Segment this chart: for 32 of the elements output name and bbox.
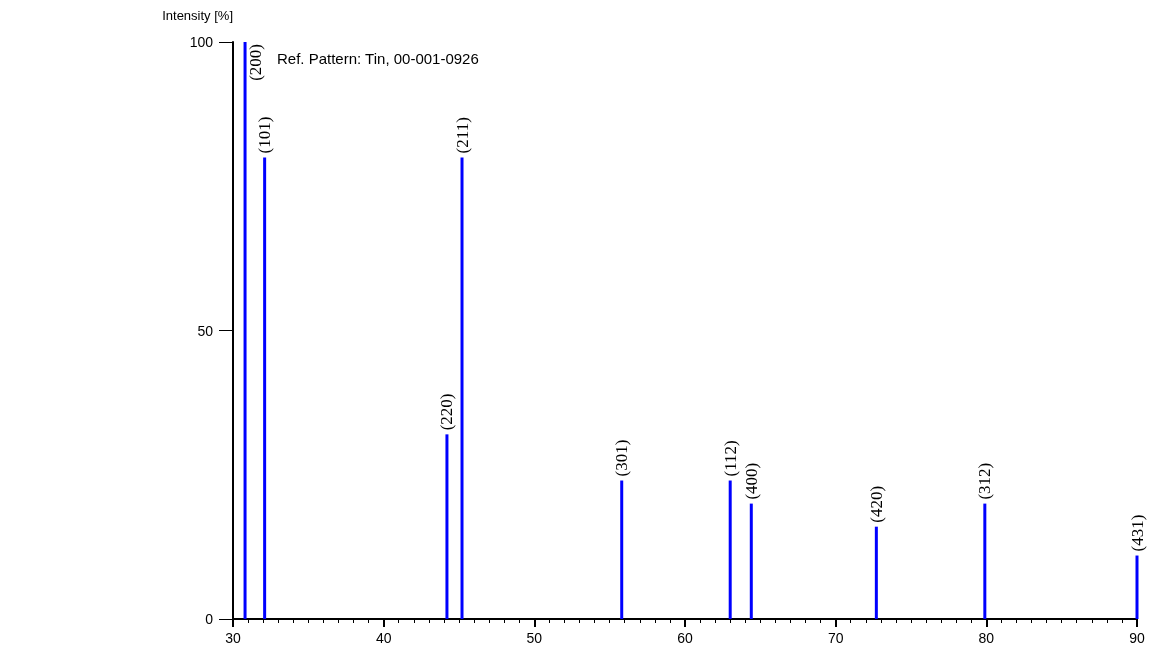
x-tick-label: 60 xyxy=(677,630,693,646)
annotation: (312) xyxy=(975,462,995,500)
bar xyxy=(243,42,247,619)
annotation: (431) xyxy=(1127,514,1147,552)
annotation: (400) xyxy=(741,462,761,500)
bar xyxy=(983,503,987,619)
annotation: (112) xyxy=(720,440,740,477)
y-axis-title: Intensity [%] xyxy=(162,8,233,23)
x-tick-label: 50 xyxy=(526,630,543,646)
y-tick-label: 100 xyxy=(189,34,214,50)
y-tick-label: 50 xyxy=(197,322,214,339)
x-tick-label: 40 xyxy=(375,630,392,646)
x-tick-label: 30 xyxy=(225,630,241,646)
annotation: (200) xyxy=(246,44,266,81)
bar xyxy=(749,503,753,619)
annotation: (220) xyxy=(437,393,457,431)
bar xyxy=(445,434,449,619)
x-tick-label: 80 xyxy=(978,630,995,646)
bar xyxy=(1135,555,1139,619)
annotation: (101) xyxy=(255,116,275,154)
bar xyxy=(263,157,267,619)
annotation: (211) xyxy=(452,117,472,154)
text: Ref. Pattern: Tin, 00-001-0926 xyxy=(277,50,479,67)
bar xyxy=(460,157,464,619)
y-tick-label: 0 xyxy=(205,611,214,627)
bar xyxy=(620,480,624,619)
x-tick-label: 70 xyxy=(827,630,844,646)
annotation: (301) xyxy=(612,439,632,477)
x-tick-label: 90 xyxy=(1129,630,1145,646)
bar xyxy=(728,480,732,619)
bar xyxy=(874,526,878,619)
annotation: (420) xyxy=(866,485,886,523)
